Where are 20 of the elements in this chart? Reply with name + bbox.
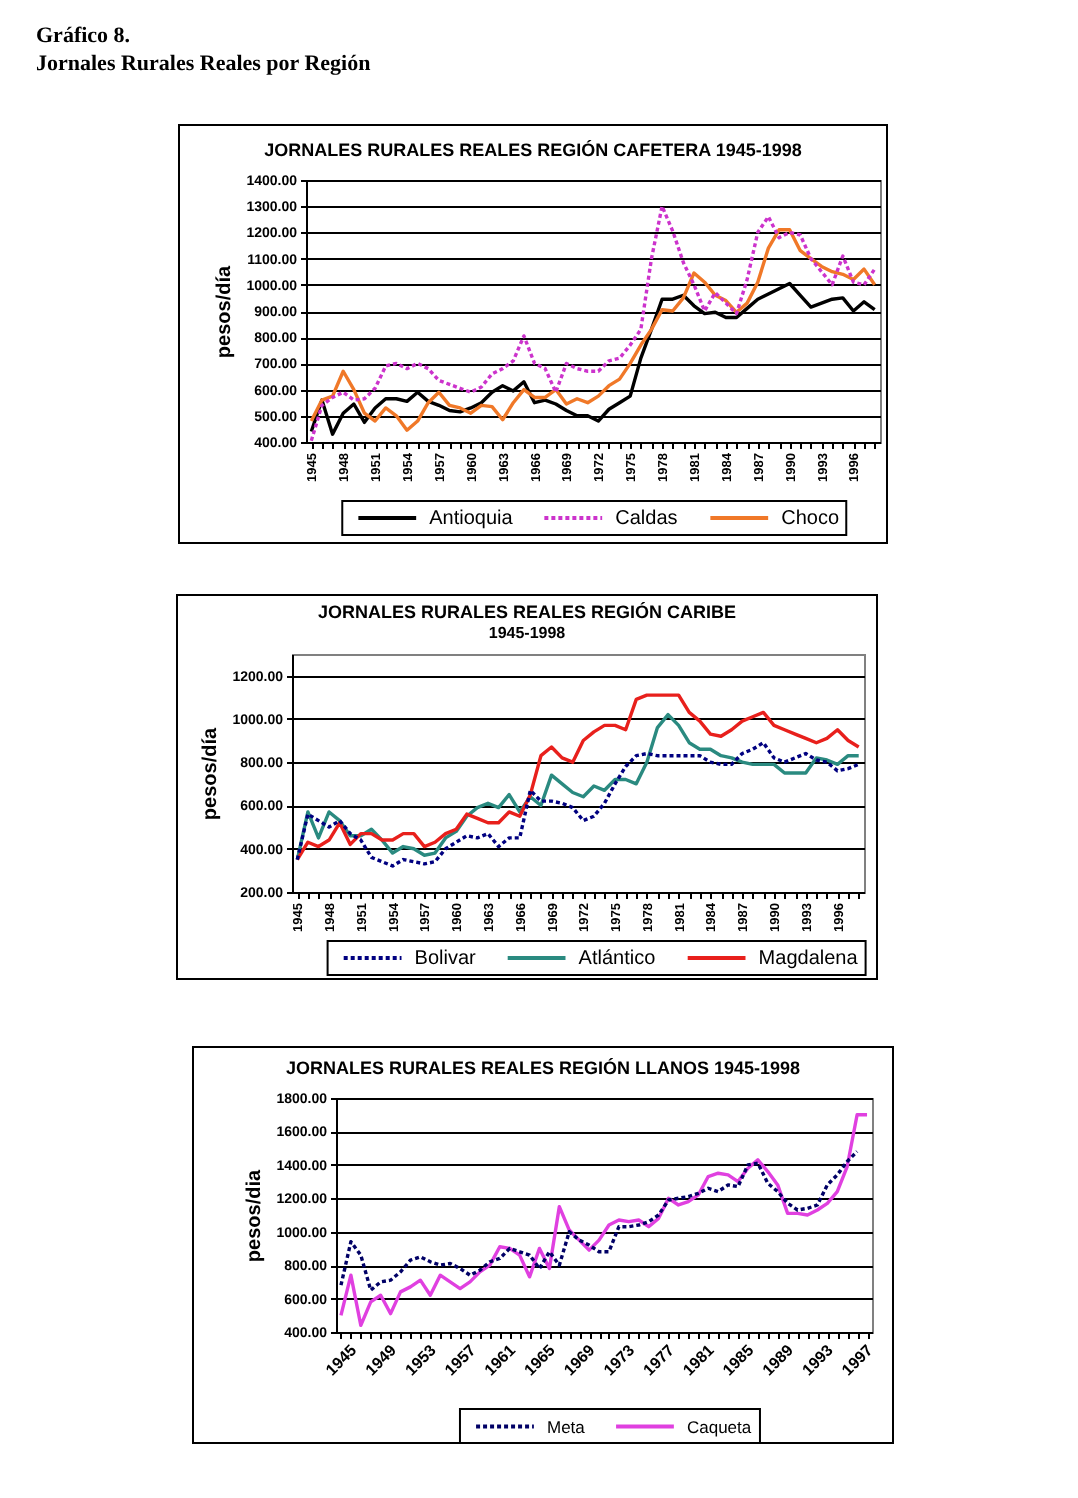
line-series [295, 741, 861, 868]
legend-label: Meta [546, 1416, 586, 1437]
y-axis-title: pesos/día [200, 727, 223, 821]
y-axis-title: pesos/día [214, 265, 237, 359]
chart-title: JORNALES RURALES REALES REGIÓN LLANOS 1945-1998 [285, 1058, 801, 1078]
y-axis-title: pesos/dia [244, 1169, 267, 1263]
legend-label: Choco [781, 508, 840, 530]
legend-label: Atlántico [578, 948, 657, 970]
chart-title: JORNALES RURALES REALES REGIÓN CARIBE [317, 602, 737, 622]
chart-subtitle: 1945-1998 [488, 624, 567, 642]
legend-label: Antioquia [429, 508, 514, 530]
text: Gráfico 8. [36, 22, 133, 50]
legend-label: Caldas [615, 508, 678, 530]
legend-label: Magdalena [758, 948, 859, 970]
line-series [339, 1113, 869, 1328]
chart-title: JORNALES RURALES REALES REGIÓN CAFETERA 1945-1998 [264, 140, 802, 160]
line-series [339, 1149, 859, 1292]
text: Jornales Rurales Reales por Región [36, 50, 371, 78]
legend-label: Bolivar [414, 948, 478, 970]
legend-label: Caqueta [686, 1416, 752, 1437]
